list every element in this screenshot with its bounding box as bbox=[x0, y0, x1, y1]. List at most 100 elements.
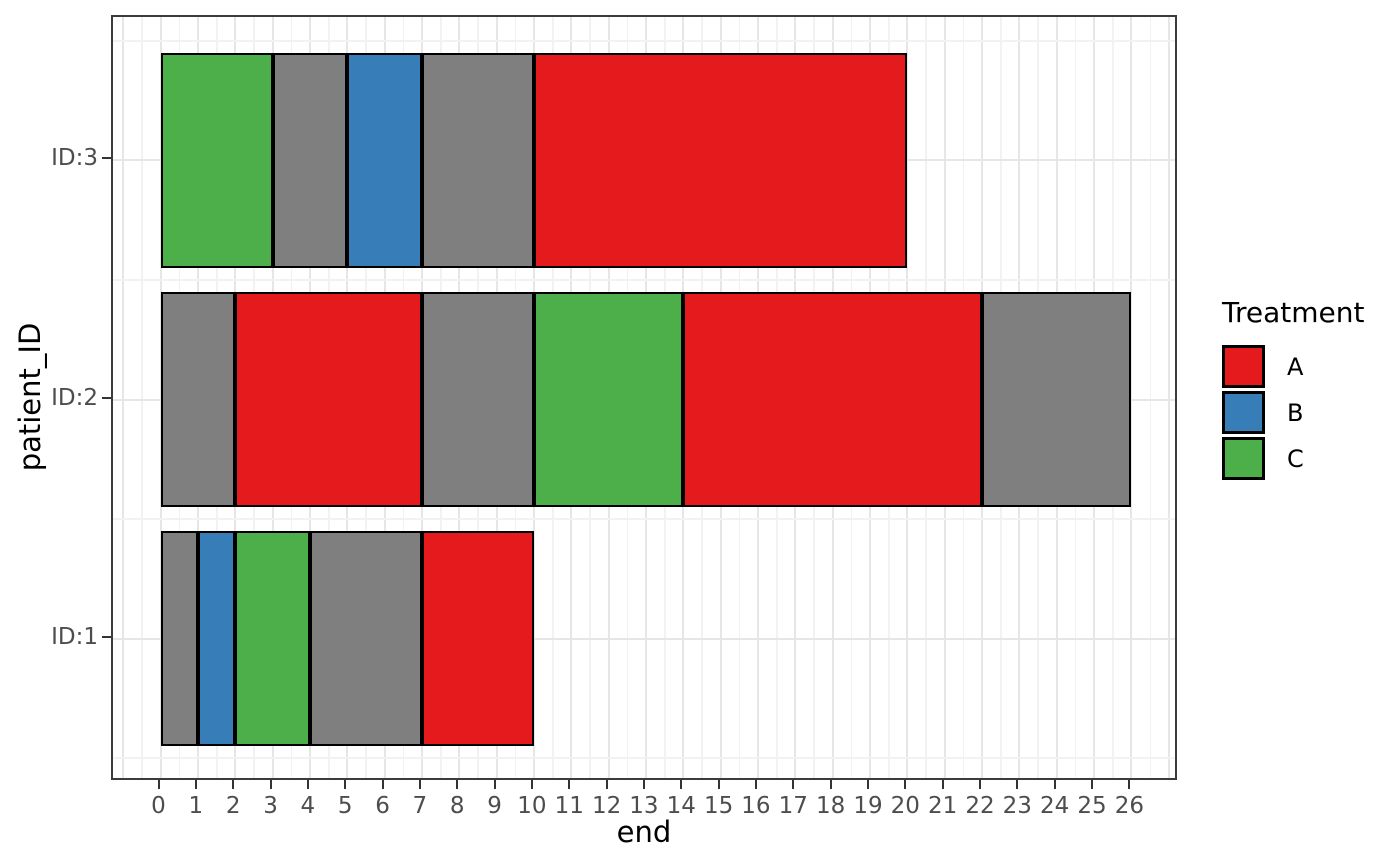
bar-segment-id-2-a bbox=[235, 292, 422, 507]
gridline bbox=[141, 17, 143, 778]
x-tick-mark bbox=[381, 780, 384, 789]
x-tick-mark bbox=[1128, 780, 1131, 789]
x-tick-label: 15 bbox=[703, 793, 734, 819]
y-axis-title: patient_ID bbox=[13, 322, 47, 472]
x-tick-mark bbox=[344, 780, 347, 789]
bar-segment-id-3-na bbox=[421, 52, 534, 268]
gridline bbox=[113, 279, 1175, 281]
gridline bbox=[113, 40, 1175, 42]
legend-label: C bbox=[1287, 444, 1304, 473]
x-tick-label: 13 bbox=[629, 793, 659, 819]
plot-panel bbox=[111, 15, 1177, 780]
legend-label: B bbox=[1287, 398, 1304, 427]
x-tick-label: 4 bbox=[300, 793, 316, 819]
x-tick-mark bbox=[1091, 780, 1093, 789]
x-tick-mark bbox=[1016, 780, 1019, 789]
bar-segment-id-1-c bbox=[235, 531, 310, 747]
x-tick-mark bbox=[232, 780, 235, 789]
legend-label: A bbox=[1287, 352, 1304, 381]
y-tick-label: ID:1 bbox=[51, 623, 98, 650]
x-tick-mark bbox=[157, 780, 160, 789]
x-tick-label: 25 bbox=[1077, 793, 1107, 819]
x-tick-label: 23 bbox=[1002, 793, 1032, 819]
x-tick-label: 0 bbox=[151, 793, 166, 819]
x-tick-label: 7 bbox=[412, 793, 428, 819]
x-tick-label: 16 bbox=[741, 793, 771, 819]
x-tick-mark bbox=[605, 780, 608, 789]
x-tick-mark bbox=[269, 780, 272, 789]
legend-key-swatch-a bbox=[1222, 345, 1265, 388]
gridline bbox=[113, 637, 1175, 640]
x-tick-label: 14 bbox=[666, 793, 696, 819]
x-tick-label: 5 bbox=[337, 793, 353, 819]
x-tick-mark bbox=[866, 780, 869, 789]
y-tick-label: ID:3 bbox=[51, 145, 98, 172]
y-tick-label: ID:2 bbox=[51, 384, 98, 411]
y-tick-mark bbox=[102, 157, 111, 160]
x-tick-label: 24 bbox=[1040, 793, 1070, 819]
y-tick-mark bbox=[102, 635, 111, 638]
x-tick-label: 22 bbox=[965, 793, 995, 819]
x-tick-label: 20 bbox=[890, 793, 920, 819]
legend-key-swatch-c bbox=[1222, 437, 1265, 480]
x-tick-mark bbox=[493, 780, 496, 789]
gridline bbox=[1149, 17, 1151, 778]
x-tick-label: 9 bbox=[487, 793, 502, 819]
x-tick-mark bbox=[418, 780, 421, 789]
x-tick-mark bbox=[642, 780, 645, 789]
x-tick-label: 8 bbox=[449, 793, 465, 819]
bar-segment-id-1-na bbox=[309, 531, 422, 747]
bar-segment-id-3-b bbox=[347, 52, 422, 268]
gridline bbox=[113, 518, 1175, 520]
gridline bbox=[1167, 17, 1170, 778]
x-tick-label: 26 bbox=[1114, 793, 1144, 819]
bar-segment-id-3-c bbox=[160, 52, 273, 268]
gridline bbox=[113, 757, 1175, 759]
x-tick-label: 11 bbox=[554, 793, 584, 819]
x-tick-mark bbox=[792, 780, 795, 789]
x-tick-mark bbox=[717, 780, 720, 789]
bar-segment-id-2-c bbox=[533, 292, 684, 507]
x-axis-title: end bbox=[616, 815, 672, 849]
x-tick-mark bbox=[568, 780, 571, 789]
bar-segment-id-1-b bbox=[197, 531, 236, 747]
bar-segment-id-1-na bbox=[160, 531, 198, 747]
x-tick-mark bbox=[754, 780, 757, 789]
bar-segment-id-2-na bbox=[981, 292, 1132, 507]
x-tick-mark bbox=[904, 780, 907, 789]
x-tick-label: 21 bbox=[927, 793, 958, 819]
x-tick-mark bbox=[941, 780, 944, 789]
x-tick-label: 10 bbox=[517, 793, 547, 819]
x-tick-mark bbox=[829, 780, 832, 789]
gridline bbox=[122, 17, 125, 778]
bar-segment-id-2-a bbox=[683, 292, 982, 507]
x-tick-mark bbox=[530, 780, 533, 789]
x-tick-label: 2 bbox=[225, 793, 241, 819]
x-tick-label: 12 bbox=[591, 793, 622, 819]
x-tick-mark bbox=[194, 780, 197, 789]
x-tick-mark bbox=[306, 780, 309, 789]
x-tick-label: 17 bbox=[778, 793, 808, 819]
y-tick-mark bbox=[102, 396, 111, 399]
gridline bbox=[1130, 17, 1133, 778]
bar-segment-id-3-na bbox=[272, 52, 348, 268]
legend-entry-c: C bbox=[1222, 437, 1395, 480]
x-tick-label: 1 bbox=[188, 793, 204, 819]
x-tick-label: 19 bbox=[853, 793, 883, 819]
bar-segment-id-2-na bbox=[421, 292, 534, 507]
x-tick-mark bbox=[680, 780, 683, 789]
bar-segment-id-2-na bbox=[160, 292, 236, 507]
x-tick-label: 18 bbox=[815, 793, 846, 819]
x-tick-mark bbox=[1053, 780, 1056, 789]
x-tick-mark bbox=[456, 780, 459, 789]
x-tick-label: 6 bbox=[375, 793, 390, 819]
x-tick-label: 3 bbox=[263, 793, 278, 819]
legend-entry-b: B bbox=[1222, 391, 1395, 434]
legend-entry-a: A bbox=[1222, 345, 1395, 388]
x-tick-mark bbox=[978, 780, 981, 789]
bar-segment-id-3-a bbox=[533, 52, 908, 268]
legend-title: Treatment bbox=[1222, 296, 1365, 329]
bar-segment-id-1-a bbox=[421, 531, 534, 747]
